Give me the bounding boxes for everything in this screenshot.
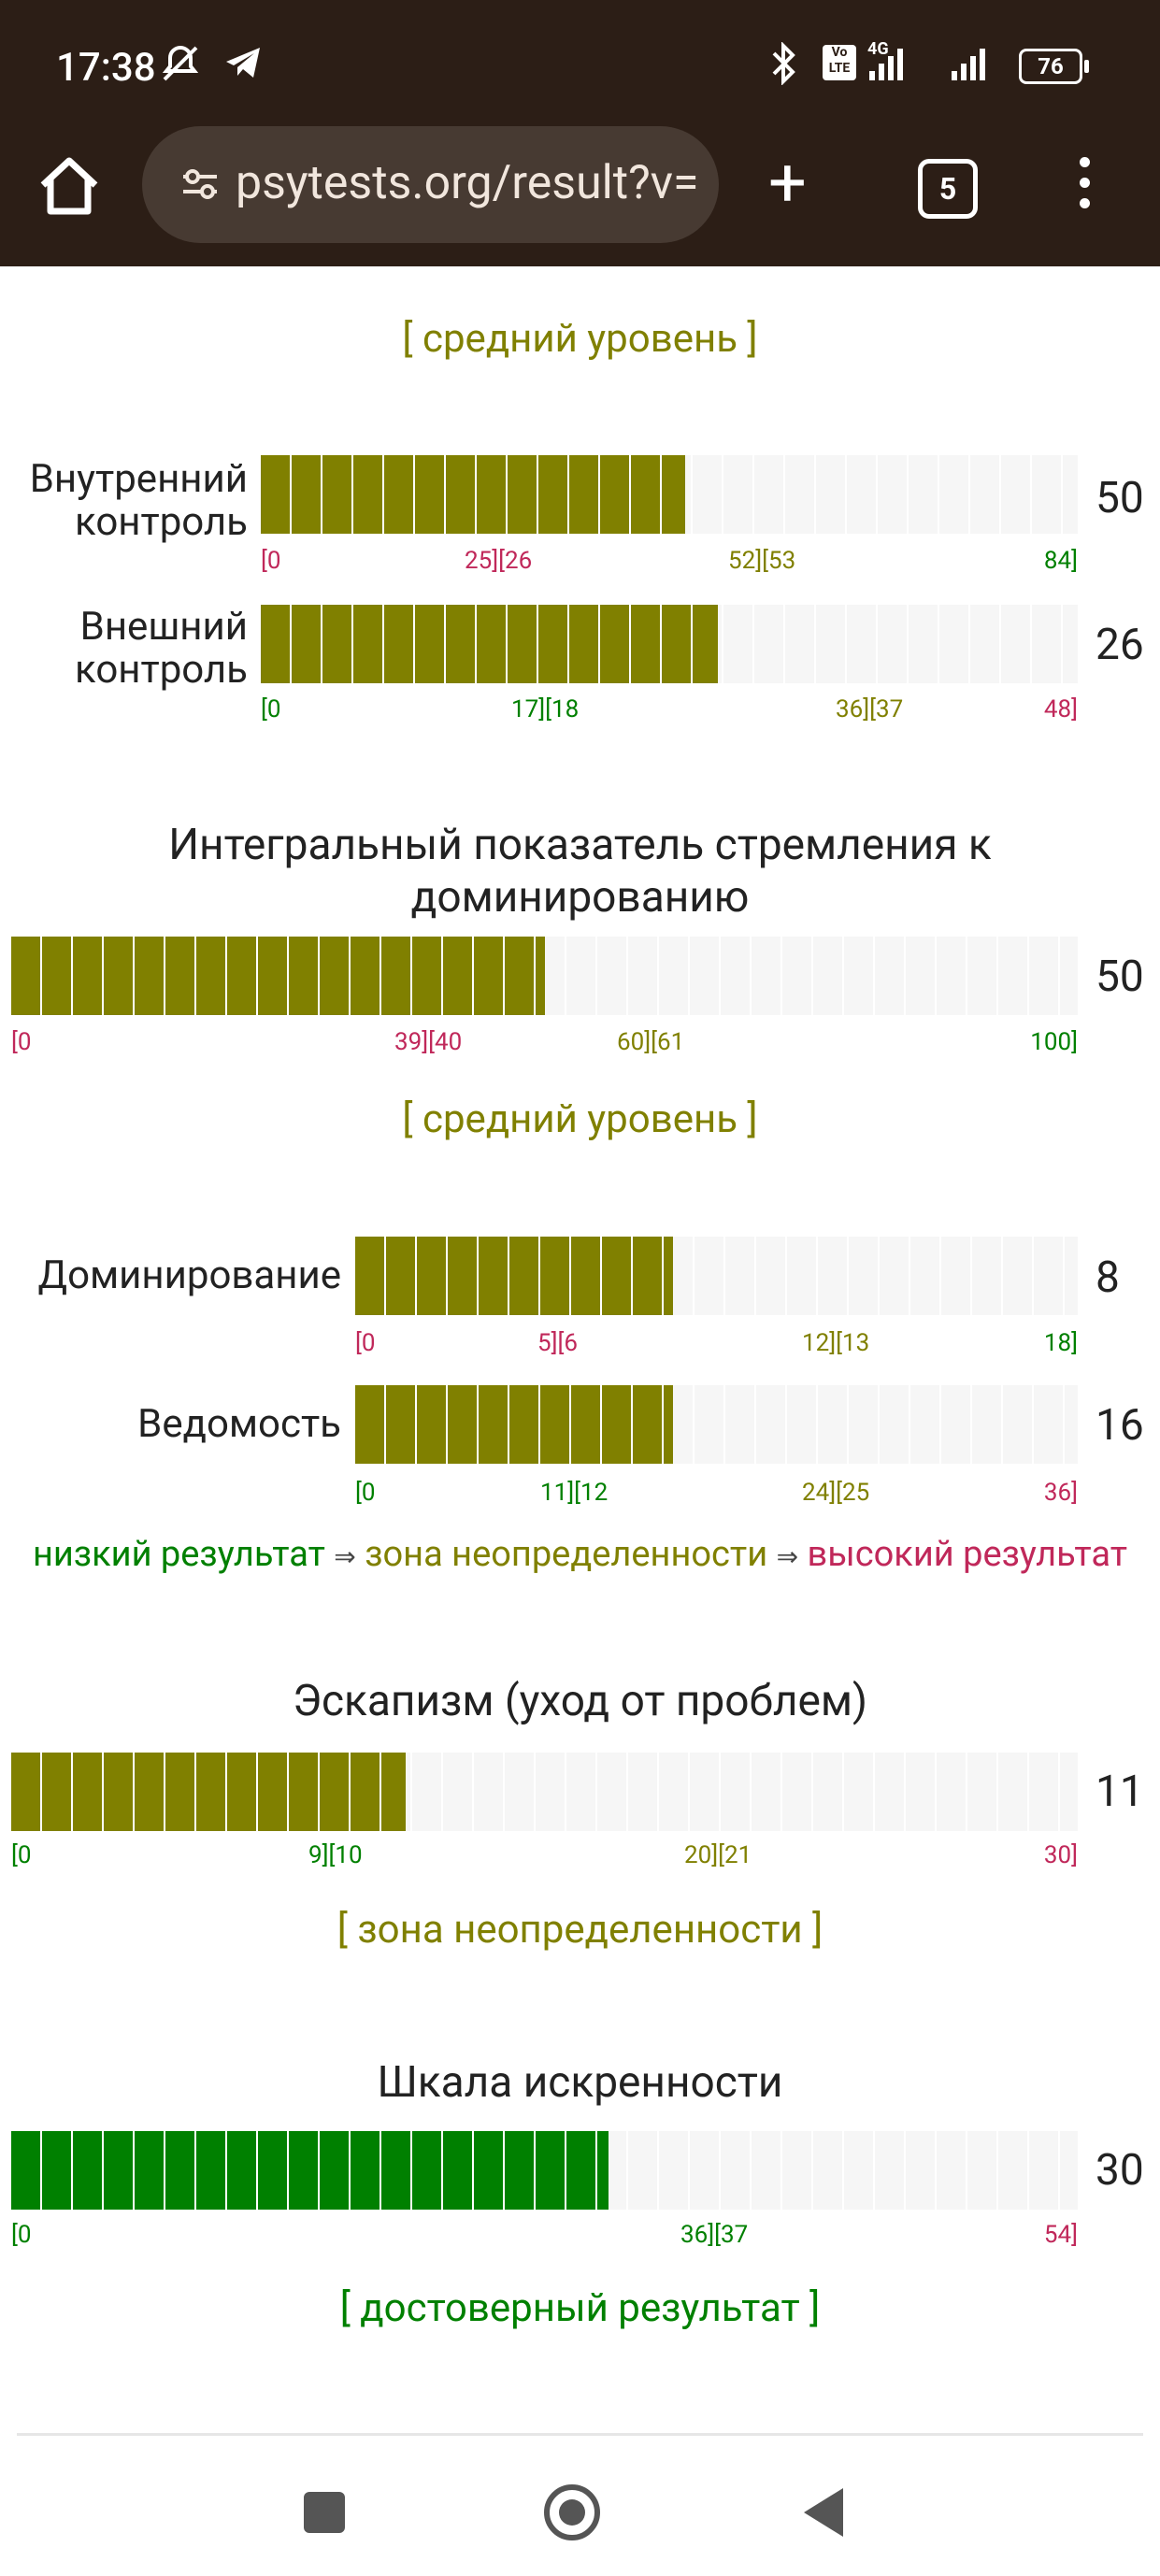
- home-icon: [40, 157, 98, 215]
- tick-label: [0: [355, 1329, 376, 1357]
- scale-bar: [11, 2131, 1078, 2210]
- home-button[interactable]: [32, 150, 107, 224]
- scale-value: 11: [1096, 1767, 1144, 1817]
- tick-label: 5][6: [537, 1329, 579, 1357]
- section-title: Интегральный показатель стремления к дом…: [168, 820, 992, 923]
- scale-bar: [261, 455, 1078, 534]
- tick-label: 100]: [1030, 1028, 1078, 1056]
- new-tab-button[interactable]: +: [768, 143, 807, 222]
- level-text: [ зона неопределенности ]: [337, 1907, 823, 1953]
- menu-icon[interactable]: [1080, 157, 1091, 219]
- tick-label: 12][13: [802, 1329, 870, 1357]
- scale-value: 50: [1096, 473, 1144, 523]
- tick-label: 36]: [1043, 1479, 1078, 1507]
- recents-button[interactable]: [304, 2492, 345, 2533]
- scale-value: 26: [1096, 620, 1144, 670]
- level-text: [ средний уровень ]: [402, 1096, 758, 1142]
- system-navigation-bar: [0, 2436, 1160, 2576]
- battery-icon: 76: [1019, 49, 1089, 84]
- scale-fill: [11, 2131, 609, 2210]
- tick-label: 17][18: [511, 695, 580, 723]
- signal-icon: [952, 47, 985, 80]
- scale-fill: [355, 1385, 674, 1464]
- scale-ticks: [0 5][6 12][13 18]: [355, 1329, 1078, 1367]
- tick-label: [0: [11, 1028, 32, 1056]
- tick-label: 60][61: [617, 1028, 685, 1056]
- legend-high: высокий результат: [807, 1534, 1128, 1575]
- volte-icon: Vo LTE: [823, 45, 856, 80]
- tick-label: 18]: [1043, 1329, 1078, 1357]
- result-legend: низкий результат ⇒ зона неопределенности…: [19, 1533, 1141, 1579]
- status-time: 17:38: [56, 45, 156, 91]
- status-bar: 17:38 Vo LTE 4G 76: [0, 0, 1160, 131]
- tick-label: 84]: [1043, 547, 1078, 575]
- scale-bar: [355, 1385, 1078, 1464]
- tick-label: 25][26: [465, 547, 533, 575]
- scale-label-dominance: Доминирование: [37, 1252, 341, 1298]
- level-text: [ достоверный результат ]: [339, 2285, 821, 2331]
- tick-label: 11][12: [540, 1479, 609, 1507]
- tick-label: [0: [261, 547, 281, 575]
- scale-bar: [11, 937, 1078, 1015]
- tick-label: 24][25: [802, 1479, 870, 1507]
- section-title: Эскапизм (уход от проблем): [292, 1676, 868, 1726]
- tick-label: 30]: [1043, 1841, 1078, 1869]
- scale-ticks: [0 9][10 20][21 30]: [11, 1841, 1078, 1879]
- scale-bar: [261, 605, 1078, 683]
- tab-switcher-button[interactable]: 5: [918, 159, 978, 219]
- home-nav-button[interactable]: [544, 2484, 600, 2540]
- tick-label: 48]: [1043, 695, 1078, 723]
- tick-label: 52][53: [728, 547, 796, 575]
- legend-low: низкий результат: [32, 1534, 325, 1575]
- scale-value: 50: [1096, 952, 1144, 1002]
- divider: [17, 2433, 1143, 2436]
- scale-value: 8: [1096, 1252, 1120, 1303]
- scale-fill: [261, 605, 719, 683]
- legend-arrow: ⇒: [334, 1541, 356, 1572]
- section-title: Шкала искренности: [377, 2057, 783, 2108]
- scale-fill: [11, 937, 545, 1015]
- tick-label: 36][37: [680, 2221, 749, 2249]
- mute-alarm-icon: [159, 42, 202, 94]
- scale-ticks: [0 36][37 54]: [11, 2221, 1078, 2258]
- level-text: [ средний уровень ]: [402, 316, 758, 362]
- scale-label-internal: Внутренний контроль: [29, 456, 248, 545]
- back-button[interactable]: [804, 2488, 843, 2537]
- tick-label: [0: [11, 1841, 32, 1869]
- site-settings-icon[interactable]: [181, 165, 219, 203]
- signal-icon: [869, 47, 903, 80]
- scale-fill: [261, 455, 686, 534]
- legend-mid: зона неопределенности: [365, 1534, 768, 1575]
- scale-fill: [11, 1753, 407, 1831]
- tick-label: 20][21: [684, 1841, 752, 1869]
- network-type: 4G: [867, 39, 889, 59]
- bluetooth-icon: [768, 41, 800, 94]
- scale-value: 30: [1096, 2145, 1144, 2196]
- scale-value: 16: [1096, 1400, 1144, 1451]
- url-text[interactable]: psytests.org/result?v=: [236, 156, 699, 210]
- scale-label-submission: Ведомость: [137, 1401, 341, 1447]
- tick-label: 39][40: [394, 1028, 463, 1056]
- scale-ticks: [0 17][18 36][37 48]: [261, 695, 1078, 733]
- telegram-icon: [222, 42, 264, 93]
- scale-fill: [355, 1237, 674, 1315]
- address-bar[interactable]: psytests.org/result?v=: [142, 126, 719, 243]
- tick-label: [0: [355, 1479, 376, 1507]
- scale-ticks: [0 11][12 24][25 36]: [355, 1479, 1078, 1516]
- tick-label: 9][10: [308, 1841, 363, 1869]
- browser-chrome: 17:38 Vo LTE 4G 76 psytests.org/result?v=…: [0, 0, 1160, 266]
- tick-label: [0: [261, 695, 281, 723]
- legend-arrow: ⇒: [776, 1541, 799, 1572]
- tick-label: 36][37: [836, 695, 904, 723]
- tick-label: 54]: [1043, 2221, 1078, 2249]
- scale-label-external: Внешний контроль: [75, 604, 248, 693]
- scale-bar: [11, 1753, 1078, 1831]
- scale-ticks: [0 25][26 52][53 84]: [261, 547, 1078, 584]
- scale-ticks: [0 39][40 60][61 100]: [11, 1028, 1078, 1066]
- browser-toolbar: psytests.org/result?v= + 5: [0, 122, 1160, 252]
- scale-bar: [355, 1237, 1078, 1315]
- tick-label: [0: [11, 2221, 32, 2249]
